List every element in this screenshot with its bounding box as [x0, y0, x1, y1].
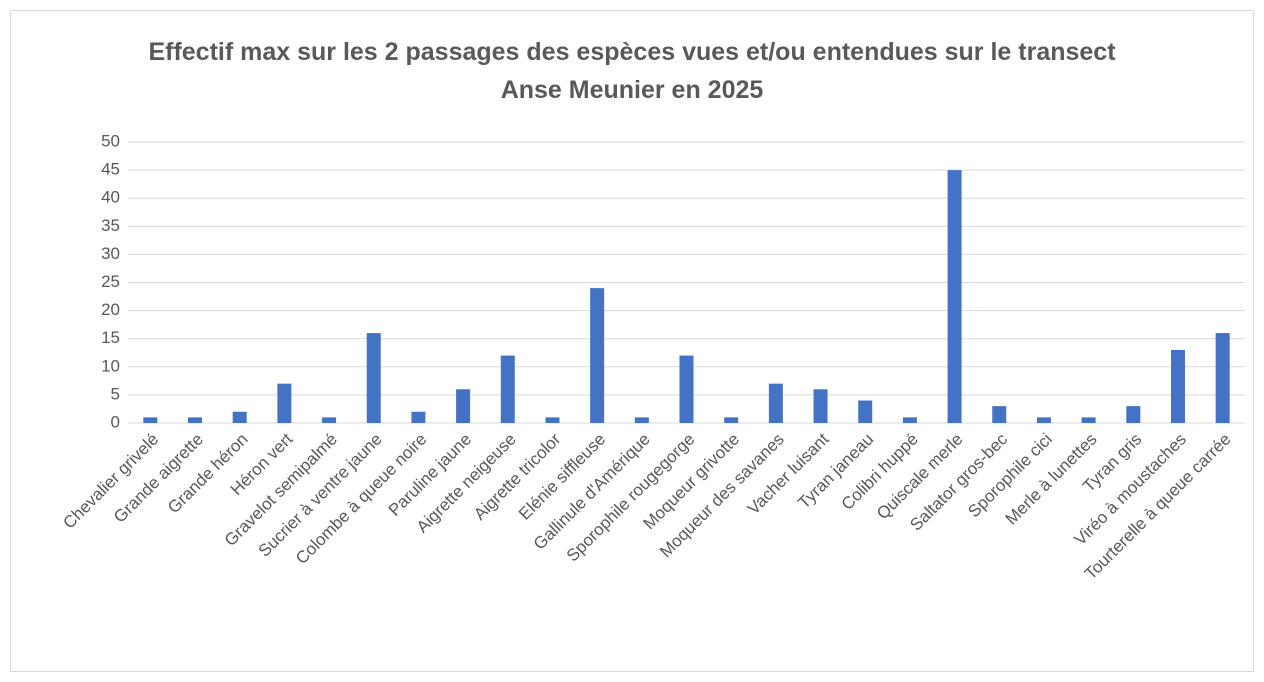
y-tick-label: 5 — [111, 384, 120, 403]
bar — [679, 355, 694, 423]
bar — [322, 417, 337, 423]
bar — [411, 411, 426, 423]
bar — [1215, 333, 1230, 423]
y-tick-label: 45 — [101, 160, 120, 179]
y-tick-label: 20 — [101, 300, 120, 319]
bar — [188, 417, 203, 423]
bar — [858, 400, 873, 423]
bar — [277, 383, 292, 423]
bar — [902, 417, 917, 423]
bar — [768, 383, 783, 423]
bar — [232, 411, 247, 423]
y-tick-label: 35 — [101, 216, 120, 235]
y-tick-label: 0 — [111, 412, 120, 431]
y-tick-label: 10 — [101, 356, 120, 375]
bar — [1081, 417, 1096, 423]
bar — [813, 389, 828, 423]
bar — [992, 406, 1007, 423]
bar — [1126, 406, 1141, 423]
bar — [456, 389, 471, 423]
bar — [143, 417, 158, 423]
y-tick-label: 40 — [101, 188, 120, 207]
bar — [590, 288, 605, 423]
bar — [1170, 349, 1185, 423]
y-tick-label: 30 — [101, 244, 120, 263]
bar — [1036, 417, 1051, 423]
bar — [500, 355, 515, 423]
bar — [634, 417, 649, 423]
bar — [545, 417, 560, 423]
chart-frame — [10, 10, 1254, 672]
bar — [724, 417, 739, 423]
bar — [947, 170, 962, 423]
y-tick-label: 15 — [101, 328, 120, 347]
y-tick-label: 25 — [101, 272, 120, 291]
bar — [366, 333, 381, 423]
y-tick-label: 50 — [101, 131, 120, 150]
chart-title: Effectif max sur les 2 passages des espè… — [148, 38, 1116, 104]
